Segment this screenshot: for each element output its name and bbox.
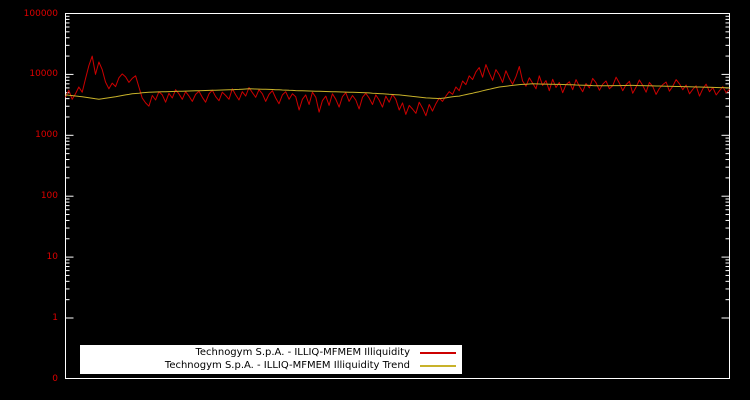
legend-line-sample-yellow — [420, 364, 456, 367]
legend-item: Technogym S.p.A. - ILLIQ-MFMEM Illiquidi… — [86, 346, 456, 359]
y-axis-tick-label: 100000 — [23, 8, 58, 19]
y-axis-tick-label: 100 — [40, 191, 58, 202]
legend-label-illiquidity-trend: Technogym S.p.A. - ILLIQ-MFMEM Illiquidi… — [164, 359, 410, 371]
y-axis-tick-label: 10 — [46, 252, 58, 263]
legend-label-illiquidity: Technogym S.p.A. - ILLIQ-MFMEM Illiquidi… — [195, 346, 410, 358]
y-axis-tick-label: 10000 — [29, 69, 58, 80]
y-axis-tick-label: 1 — [52, 313, 58, 323]
plot-frame — [65, 13, 730, 379]
series-line-1 — [65, 83, 730, 100]
legend-line-sample-red — [420, 351, 456, 354]
legend: Technogym S.p.A. - ILLIQ-MFMEM Illiquidi… — [80, 345, 462, 374]
y-axis-tick-label: 1000 — [35, 130, 58, 141]
y-axis-tick-label: 0 — [52, 373, 58, 384]
series-line-0 — [65, 55, 730, 117]
legend-item: Technogym S.p.A. - ILLIQ-MFMEM Illiquidi… — [86, 359, 456, 372]
